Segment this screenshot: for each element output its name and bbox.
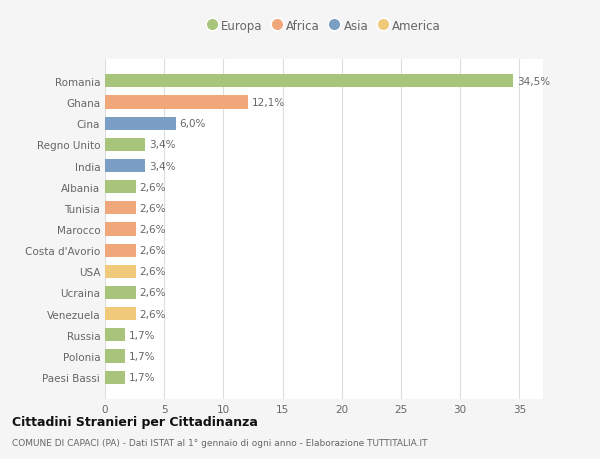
Text: 1,7%: 1,7% — [128, 330, 155, 340]
Text: 6,0%: 6,0% — [179, 119, 206, 129]
Bar — [105, 265, 136, 278]
Bar — [105, 244, 136, 257]
Text: 1,7%: 1,7% — [128, 372, 155, 382]
Text: 2,6%: 2,6% — [139, 288, 166, 298]
Bar — [105, 118, 176, 130]
Bar — [105, 181, 136, 194]
Bar — [105, 350, 125, 363]
Text: 2,6%: 2,6% — [139, 203, 166, 213]
Bar — [105, 202, 136, 215]
Text: 2,6%: 2,6% — [139, 309, 166, 319]
Text: 2,6%: 2,6% — [139, 224, 166, 235]
Text: 3,4%: 3,4% — [149, 140, 175, 150]
Bar — [105, 308, 136, 320]
Text: COMUNE DI CAPACI (PA) - Dati ISTAT al 1° gennaio di ogni anno - Elaborazione TUT: COMUNE DI CAPACI (PA) - Dati ISTAT al 1°… — [12, 438, 427, 448]
Text: 34,5%: 34,5% — [517, 77, 550, 87]
Text: 3,4%: 3,4% — [149, 161, 175, 171]
Bar — [105, 96, 248, 109]
Bar — [105, 286, 136, 299]
Text: 2,6%: 2,6% — [139, 267, 166, 277]
Legend: Europa, Africa, Asia, America: Europa, Africa, Asia, America — [203, 17, 445, 36]
Bar — [105, 139, 145, 151]
Text: 12,1%: 12,1% — [252, 98, 285, 108]
Bar — [105, 329, 125, 341]
Bar — [105, 160, 145, 173]
Bar — [105, 223, 136, 236]
Text: 2,6%: 2,6% — [139, 182, 166, 192]
Text: Cittadini Stranieri per Cittadinanza: Cittadini Stranieri per Cittadinanza — [12, 415, 258, 428]
Bar — [105, 371, 125, 384]
Bar — [105, 75, 514, 88]
Text: 1,7%: 1,7% — [128, 351, 155, 361]
Text: 2,6%: 2,6% — [139, 246, 166, 256]
